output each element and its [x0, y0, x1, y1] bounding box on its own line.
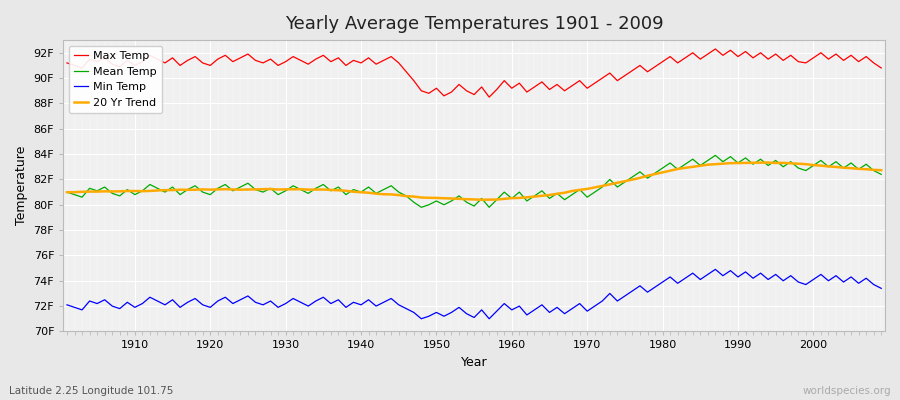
- 20 Yr Trend: [333, 188, 344, 193]
- Line: Mean Temp: Mean Temp: [67, 155, 881, 207]
- Min Temp: [122, 300, 132, 305]
- Min Temp: [507, 308, 517, 312]
- 20 Yr Trend: [605, 182, 616, 187]
- Max Temp: [333, 56, 344, 60]
- Title: Yearly Average Temperatures 1901 - 2009: Yearly Average Temperatures 1901 - 2009: [284, 15, 663, 33]
- Min Temp: [288, 296, 299, 301]
- Mean Temp: [514, 190, 525, 194]
- Mean Temp: [122, 187, 132, 192]
- Min Temp: [416, 316, 427, 321]
- Mean Temp: [710, 153, 721, 158]
- 20 Yr Trend: [122, 189, 132, 194]
- Min Temp: [876, 286, 886, 291]
- Mean Temp: [507, 196, 517, 201]
- Min Temp: [333, 297, 344, 302]
- Mean Temp: [288, 183, 299, 188]
- Mean Temp: [876, 172, 886, 177]
- 20 Yr Trend: [507, 196, 517, 200]
- Max Temp: [61, 60, 72, 65]
- Max Temp: [484, 95, 495, 100]
- 20 Yr Trend: [288, 187, 299, 192]
- Min Temp: [61, 302, 72, 307]
- Max Temp: [876, 66, 886, 70]
- 20 Yr Trend: [762, 160, 773, 165]
- Line: 20 Yr Trend: 20 Yr Trend: [67, 162, 881, 200]
- Max Temp: [122, 58, 132, 63]
- Y-axis label: Temperature: Temperature: [15, 146, 28, 226]
- Min Temp: [605, 291, 616, 296]
- Mean Temp: [605, 177, 616, 182]
- Min Temp: [710, 267, 721, 272]
- Text: Latitude 2.25 Longitude 101.75: Latitude 2.25 Longitude 101.75: [9, 386, 174, 396]
- 20 Yr Trend: [61, 190, 72, 195]
- Line: Min Temp: Min Temp: [67, 269, 881, 319]
- Mean Temp: [416, 205, 427, 210]
- Max Temp: [605, 71, 616, 76]
- Max Temp: [710, 46, 721, 51]
- Line: Max Temp: Max Temp: [67, 49, 881, 97]
- Max Temp: [288, 54, 299, 59]
- Max Temp: [514, 81, 525, 86]
- Min Temp: [514, 304, 525, 308]
- 20 Yr Trend: [476, 197, 487, 202]
- 20 Yr Trend: [514, 196, 525, 200]
- 20 Yr Trend: [876, 168, 886, 172]
- Text: worldspecies.org: worldspecies.org: [803, 386, 891, 396]
- Max Temp: [507, 86, 517, 91]
- Mean Temp: [333, 185, 344, 190]
- X-axis label: Year: Year: [461, 356, 488, 369]
- Legend: Max Temp, Mean Temp, Min Temp, 20 Yr Trend: Max Temp, Mean Temp, Min Temp, 20 Yr Tre…: [68, 46, 162, 114]
- Mean Temp: [61, 190, 72, 194]
